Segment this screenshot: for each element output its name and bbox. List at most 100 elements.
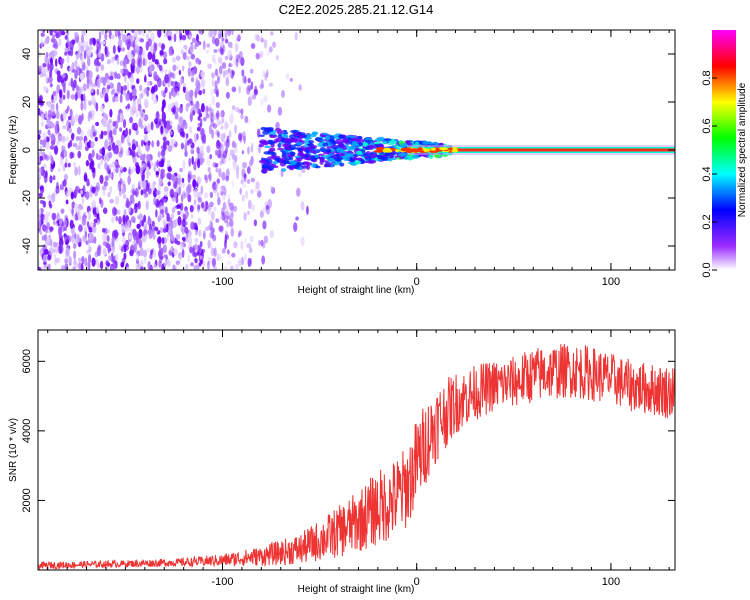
spectrogram-noise-cell xyxy=(147,30,152,33)
spectrogram-noise-cell xyxy=(208,171,212,182)
spectrogram-noise-cell xyxy=(247,199,252,210)
spectrogram-noise-cell xyxy=(221,248,226,254)
spectrogram-noise-cell xyxy=(240,108,244,115)
colorbar-tick-label: 0.8 xyxy=(701,70,713,85)
spectrogram-noise-cell xyxy=(240,57,245,67)
spectrogram-noise-cell xyxy=(52,241,58,248)
spectrogram-peak-cell xyxy=(439,147,449,151)
spectrogram-noise-cell xyxy=(70,191,75,200)
spectrogram-noise-cell xyxy=(211,78,215,87)
spectrogram-noise-cell xyxy=(159,209,165,215)
spectrogram-noise-cell xyxy=(138,58,143,68)
spectrogram-noise-cell xyxy=(74,236,80,244)
spectrogram-noise-cell xyxy=(210,112,215,123)
spectrogram-band-cell xyxy=(294,155,301,159)
spectrogram-band-cell xyxy=(324,148,333,153)
spectrogram-noise-cell xyxy=(133,123,139,129)
spectrogram-noise-cell xyxy=(207,256,212,264)
spectrogram-noise-cell xyxy=(120,47,126,52)
spectrogram-noise-cell xyxy=(235,164,240,175)
spectrogram-noise-cell xyxy=(65,238,70,245)
spectrogram-noise-cell xyxy=(120,147,124,155)
spectrogram-noise-cell xyxy=(168,47,172,56)
spectrogram-noise-cell xyxy=(176,91,180,97)
spectrogram-noise-cell xyxy=(131,30,135,34)
spectrogram-noise-cell xyxy=(74,113,79,123)
spectrogram-noise-cell xyxy=(119,60,124,66)
spectrogram-noise-cell xyxy=(230,227,234,237)
spectrogram-noise-cell xyxy=(226,221,229,228)
spectrogram-noise-cell xyxy=(115,167,119,174)
spectrogram-noise-cell xyxy=(155,111,160,121)
spectrogram-noise-cell xyxy=(241,168,246,178)
spectrogram-noise-cell xyxy=(246,86,251,95)
spectrogram-noise-cell xyxy=(144,74,147,82)
spectrogram-noise-cell xyxy=(153,47,156,55)
spectrogram-band-cell xyxy=(322,142,329,147)
spectrogram-noise-cell xyxy=(184,229,190,234)
spectrogram-noise-cell xyxy=(260,37,264,43)
spectrogram-noise-cell xyxy=(91,257,96,267)
colorbar-tick-label: 0.6 xyxy=(701,118,713,133)
spectrogram-noise-cell xyxy=(229,202,234,212)
spectrogram-peak-cell xyxy=(430,147,436,151)
spectrogram-noise-cell xyxy=(151,220,155,228)
spectrogram-noise-cell xyxy=(163,191,169,197)
spectrogram-band-cell xyxy=(281,151,287,157)
spectrogram-y-tick-label: -40 xyxy=(21,238,33,254)
spectrogram-noise-cell xyxy=(155,209,158,218)
spectrogram-noise-cell xyxy=(246,166,251,174)
spectrogram-noise-cell xyxy=(49,83,53,88)
spectrogram-noise-cell xyxy=(38,165,42,176)
spectrogram-noise-cell xyxy=(198,30,202,35)
spectrogram-band-cell xyxy=(375,154,383,158)
spectrogram-noise-cell xyxy=(172,219,177,229)
spectrogram-noise-cell xyxy=(178,185,182,196)
spectrogram-noise-cell xyxy=(300,201,305,211)
spectrogram-x-tick-label: -100 xyxy=(211,276,233,288)
spectrogram-peak-cell xyxy=(383,149,393,153)
spectrogram-noise-cell xyxy=(68,66,74,72)
spectrogram-noise-cell xyxy=(110,252,114,263)
spectrogram-noise-cell xyxy=(72,266,76,270)
spectrogram-noise-cell xyxy=(281,89,285,98)
spectrogram-band-cell xyxy=(328,153,334,156)
spectrogram-noise-cell xyxy=(128,234,132,240)
spectrogram-noise-cell xyxy=(140,124,144,129)
spectrogram-noise-cell xyxy=(134,202,139,208)
spectrogram-noise-cell xyxy=(219,225,224,233)
spectrogram-noise-cell xyxy=(262,241,266,249)
spectrogram-noise-cell xyxy=(184,142,188,153)
spectrogram-band-cell xyxy=(334,157,340,161)
spectrogram-noise-cell xyxy=(220,125,224,130)
spectrogram-band-cell xyxy=(266,127,274,131)
spectrogram-band-cell xyxy=(349,145,355,150)
spectrogram-noise-cell xyxy=(44,57,49,66)
spectrogram-noise-cell xyxy=(128,128,132,136)
spectrogram-noise-cell xyxy=(206,264,211,270)
spectrogram-noise-cell xyxy=(183,238,186,243)
spectrogram-band-cell xyxy=(258,159,267,164)
spectrogram-band-cell xyxy=(277,143,282,148)
spectrogram-band-cell xyxy=(327,157,335,163)
spectrogram-noise-cell xyxy=(261,153,264,159)
spectrogram-noise-cell xyxy=(111,206,117,217)
spectrogram-noise-cell xyxy=(220,109,225,118)
spectrogram-noise-cell xyxy=(102,130,108,136)
spectrogram-noise-cell xyxy=(219,142,222,150)
spectrogram-band-cell xyxy=(403,156,409,160)
spectrogram-noise-cell xyxy=(89,232,94,243)
spectrogram-noise-cell xyxy=(242,161,247,169)
spectrogram-noise-cell xyxy=(43,153,48,160)
snr-data xyxy=(38,344,675,570)
spectrogram-noise-cell xyxy=(62,125,67,130)
spectrogram-noise-cell xyxy=(44,73,49,83)
spectrogram-band-cell xyxy=(400,143,409,148)
spectrogram-noise-cell xyxy=(106,30,110,33)
spectrogram-noise-cell xyxy=(159,180,163,186)
spectrogram-noise-cell xyxy=(179,167,183,173)
spectrogram-noise-cell xyxy=(78,136,84,141)
spectrogram-noise-cell xyxy=(88,110,93,119)
spectrogram-noise-cell xyxy=(181,219,186,227)
spectrogram-noise-cell xyxy=(177,216,182,226)
